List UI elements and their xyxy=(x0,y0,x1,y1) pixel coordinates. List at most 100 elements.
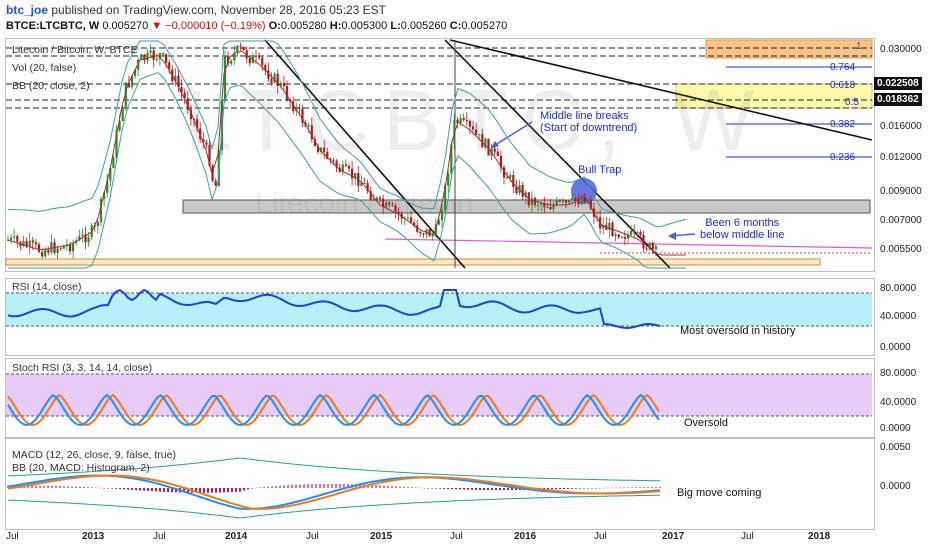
macd-histogram-bar xyxy=(307,484,309,488)
macd-histogram-bar xyxy=(383,485,385,488)
macd-histogram-bar xyxy=(71,486,73,488)
macd-histogram-bar xyxy=(435,488,437,489)
x-label-jul-2017: Jul xyxy=(741,531,754,542)
macd-histogram-bar xyxy=(555,488,557,490)
candle-body xyxy=(279,83,282,86)
candle-body xyxy=(199,128,202,140)
annotation-middle-line-1: Middle line breaks xyxy=(540,110,629,122)
candle-body xyxy=(16,236,19,242)
candle-body xyxy=(369,191,372,200)
candle-body xyxy=(502,167,506,178)
candle-body xyxy=(450,144,453,174)
annotation-middle-line: Middle line breaks (Start of downtrend) xyxy=(540,110,637,134)
macd-histogram-bar xyxy=(271,486,273,488)
candle-body xyxy=(385,202,388,208)
candle-body xyxy=(34,242,37,245)
macd-histogram-bar xyxy=(199,488,201,493)
annotation-been-6-months: Been 6 months below middle line xyxy=(700,217,784,241)
macd-histogram-bar xyxy=(43,485,45,488)
macd-histogram-bar xyxy=(475,488,477,490)
candle-body xyxy=(564,200,568,203)
candle-body xyxy=(558,200,561,202)
arrow-been-head xyxy=(668,232,676,240)
author-link[interactable]: btc_joe xyxy=(6,3,49,17)
macd-signal-line xyxy=(7,474,661,510)
candle-body xyxy=(25,241,28,247)
macd-legend-1: MACD (12, 26, close, 9, false, true) xyxy=(12,449,176,461)
macd-histogram-bar xyxy=(163,488,165,492)
macd-histogram-bar xyxy=(31,485,33,488)
last-price: 0.005270 xyxy=(102,20,149,32)
candle-body xyxy=(537,204,540,206)
candle-body xyxy=(561,200,564,202)
candle-body xyxy=(320,147,323,152)
macd-histogram-bar xyxy=(315,483,317,488)
candle-body xyxy=(230,60,233,64)
macd-histogram-bar xyxy=(235,488,237,492)
candle-body xyxy=(236,45,239,53)
rsi-annotation: Most oversold in history xyxy=(680,325,796,337)
macd-histogram-bar xyxy=(75,486,77,488)
fib-label-382: 0.382 xyxy=(830,119,856,130)
candle-body xyxy=(416,225,419,232)
candle-body xyxy=(41,252,44,257)
macd-panel[interactable] xyxy=(5,438,875,530)
candle-body xyxy=(233,52,236,61)
candle-body xyxy=(155,58,158,60)
candle-body xyxy=(329,158,332,160)
x-label-jul-2013: Jul xyxy=(153,531,166,542)
candle-body xyxy=(223,56,227,101)
x-label-jul-2016: Jul xyxy=(594,531,607,542)
x-label-2014: 2014 xyxy=(225,531,248,542)
candle-body xyxy=(639,231,642,236)
candle-body xyxy=(78,235,81,241)
candle-body xyxy=(109,167,112,181)
candle-body xyxy=(440,210,444,221)
candle-body xyxy=(307,125,310,127)
stoch-k-line xyxy=(7,393,660,427)
high-label: H: xyxy=(329,20,342,32)
price-label-0030: 0.030000 xyxy=(880,44,922,55)
macd-histogram-bar xyxy=(591,488,593,489)
candle-body xyxy=(47,249,50,253)
candle-body xyxy=(316,146,320,152)
candle-body xyxy=(648,242,651,250)
candle-body xyxy=(496,151,499,156)
candle-body xyxy=(422,233,425,235)
candle-body xyxy=(323,147,326,153)
candle-body xyxy=(580,197,583,205)
macd-histogram-bar xyxy=(107,488,109,489)
macd-histogram-bar xyxy=(143,488,145,491)
price-panel[interactable] xyxy=(5,38,875,272)
candle-body xyxy=(351,168,354,179)
candle-body xyxy=(642,235,645,249)
candle-body xyxy=(298,107,301,109)
symbol-label[interactable]: BTCE:LTCBTC, W xyxy=(6,20,100,32)
macd-annotation: Big move coming xyxy=(677,487,762,499)
candle-body xyxy=(515,186,518,193)
magenta-trendline xyxy=(384,238,873,249)
main-legend-3: BB (20, close, 2) xyxy=(12,80,90,92)
macd-histogram-bar xyxy=(259,487,261,488)
macd-histogram-bar xyxy=(583,488,585,489)
macd-histogram-bar xyxy=(67,486,69,488)
macd-histogram-bar xyxy=(219,488,221,493)
candle-body xyxy=(96,221,99,227)
stoch-annotation: Oversold xyxy=(684,417,729,429)
price-box-bottom: 0.018362 xyxy=(874,93,922,106)
macd-label-0005: 0.0050 xyxy=(880,442,911,453)
candle-body xyxy=(444,185,447,211)
rsi-label-0: 0.0000 xyxy=(880,342,911,353)
macd-histogram-bar xyxy=(83,486,85,488)
candle-body xyxy=(568,200,571,203)
candle-body xyxy=(487,138,490,156)
macd-histogram-bar xyxy=(87,487,89,488)
candle-body xyxy=(106,180,109,193)
candle-body xyxy=(341,164,344,172)
macd-histogram-bar xyxy=(319,483,321,488)
macd-histogram-bar xyxy=(155,488,157,492)
candle-body xyxy=(332,159,335,161)
rsi-line xyxy=(7,288,661,330)
high-value: 0.005300 xyxy=(341,20,388,32)
macd-histogram-bar xyxy=(91,487,93,488)
